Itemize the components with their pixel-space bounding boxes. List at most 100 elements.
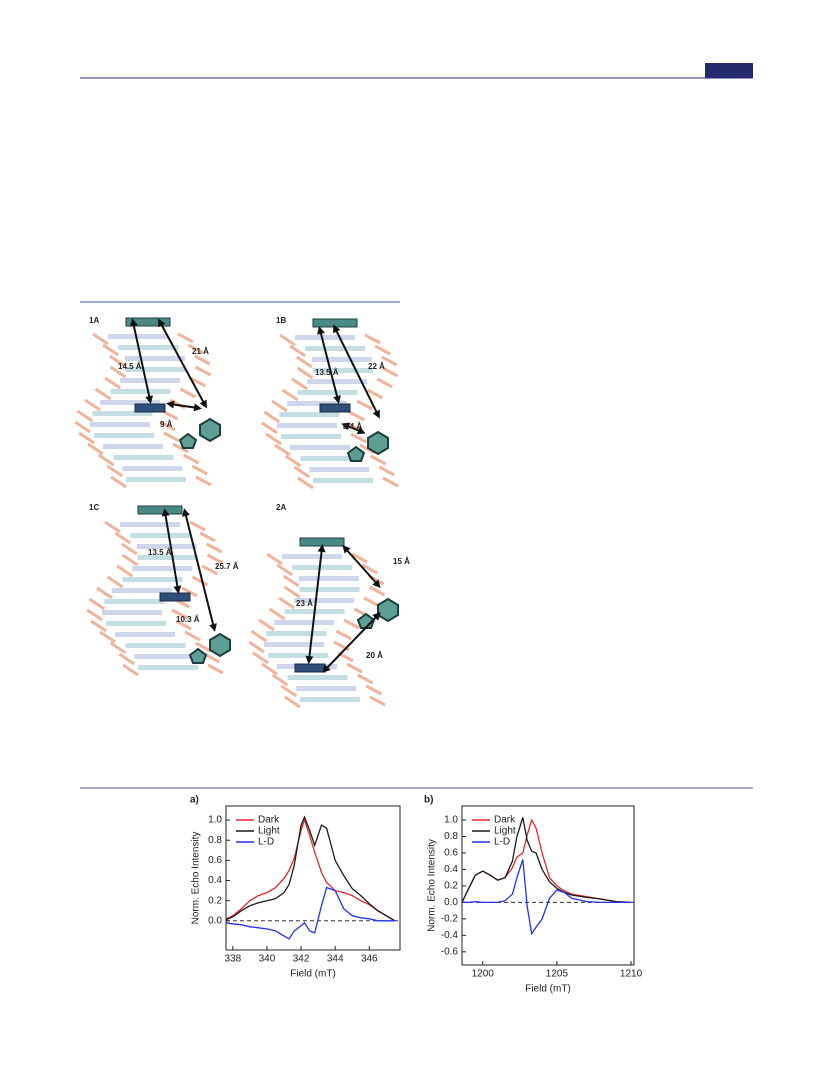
- backbone: [172, 442, 189, 454]
- backbone: [191, 575, 209, 587]
- backbone: [284, 695, 301, 709]
- backbone: [346, 662, 363, 674]
- series-line: [461, 817, 632, 904]
- y-tick-label: 0.6: [444, 848, 458, 859]
- base-pair: [266, 631, 327, 636]
- base-pair: [298, 576, 359, 581]
- distance-arrow: [333, 324, 380, 419]
- spin-label: [137, 505, 183, 515]
- series-line: [225, 815, 396, 922]
- base-pair: [124, 356, 185, 361]
- distance-arrow: [305, 544, 326, 664]
- distance-label: 9 Å: [160, 420, 173, 429]
- distance-arrow: [182, 508, 217, 632]
- backbone: [261, 662, 278, 676]
- backbone: [121, 553, 139, 567]
- y-tick-label: 0.8: [208, 835, 222, 846]
- y-tick-label: -0.4: [441, 930, 459, 941]
- plot-frame: [461, 805, 635, 966]
- distance-label: 20 Å: [366, 651, 383, 660]
- backbone: [106, 464, 124, 478]
- base-pair: [287, 675, 348, 680]
- backbone: [74, 420, 91, 434]
- backbone: [109, 365, 127, 379]
- backbone: [195, 475, 212, 487]
- backbone: [284, 454, 302, 468]
- base-pair: [305, 346, 366, 351]
- backbone: [369, 454, 387, 466]
- backbone: [179, 387, 197, 399]
- base-pair: [120, 522, 180, 527]
- base-pair: [132, 566, 193, 571]
- backbone: [94, 387, 112, 401]
- backbone: [281, 388, 299, 402]
- backbone: [177, 332, 194, 344]
- panel-label: b): [424, 795, 433, 806]
- backbone: [276, 563, 293, 577]
- panel-label: 1B: [276, 316, 286, 325]
- backbone: [297, 476, 314, 490]
- base-pair: [104, 599, 165, 604]
- backbone: [184, 630, 201, 642]
- backbone: [194, 365, 212, 377]
- distance-label: 21 Å: [192, 347, 209, 356]
- backbone: [104, 520, 121, 534]
- legend-label: Dark: [258, 815, 280, 826]
- backbone: [381, 366, 399, 378]
- backbone: [356, 673, 374, 685]
- backbone: [194, 354, 211, 366]
- y-tick-label: 0.0: [208, 915, 222, 926]
- backbone: [280, 684, 298, 698]
- legend-label: Dark: [494, 815, 516, 826]
- base-pair: [90, 422, 151, 427]
- legend-label: L-D: [258, 837, 274, 848]
- backbone: [120, 542, 138, 556]
- backbone: [335, 629, 353, 641]
- base-pair: [108, 334, 168, 339]
- backbone: [382, 476, 399, 488]
- x-tick-label: 338: [224, 954, 241, 965]
- backbone: [258, 618, 275, 632]
- backbone: [84, 398, 101, 412]
- series-line: [462, 859, 631, 936]
- backbone: [116, 564, 133, 578]
- ligand: [346, 430, 389, 462]
- backbone: [368, 585, 386, 597]
- y-tick-label: 0.8: [444, 831, 458, 842]
- base-pair: [122, 577, 183, 582]
- spin-label: [312, 318, 358, 328]
- backbone: [159, 420, 176, 432]
- backbone: [99, 630, 116, 644]
- base-pair: [281, 434, 342, 439]
- base-pair: [311, 357, 372, 362]
- backbone: [282, 574, 300, 588]
- y-tick-label: 1.0: [444, 815, 458, 826]
- distance-label: 8.4 Å: [343, 422, 362, 431]
- y-tick-label: 0.0: [444, 897, 458, 908]
- backbone: [250, 629, 268, 643]
- panel-label: 2A: [276, 503, 286, 512]
- backbone: [268, 607, 286, 621]
- backbone: [350, 432, 367, 444]
- backbone: [296, 366, 314, 380]
- backbone: [374, 344, 391, 356]
- backbone: [263, 410, 281, 424]
- backbone: [369, 695, 386, 707]
- distance-arrow: [342, 545, 381, 588]
- backbone: [207, 663, 224, 675]
- x-tick-label: 340: [259, 954, 276, 965]
- spin-label: [159, 592, 191, 602]
- backbone: [92, 332, 109, 346]
- backbone: [295, 355, 313, 369]
- backbone: [278, 596, 295, 610]
- series-line: [461, 818, 632, 904]
- base-pair: [114, 632, 175, 637]
- backbone: [265, 432, 282, 446]
- backbone: [88, 597, 106, 611]
- backbone: [365, 684, 382, 696]
- x-tick-label: 1205: [546, 969, 569, 980]
- backbone: [191, 464, 208, 476]
- backbone: [252, 651, 269, 665]
